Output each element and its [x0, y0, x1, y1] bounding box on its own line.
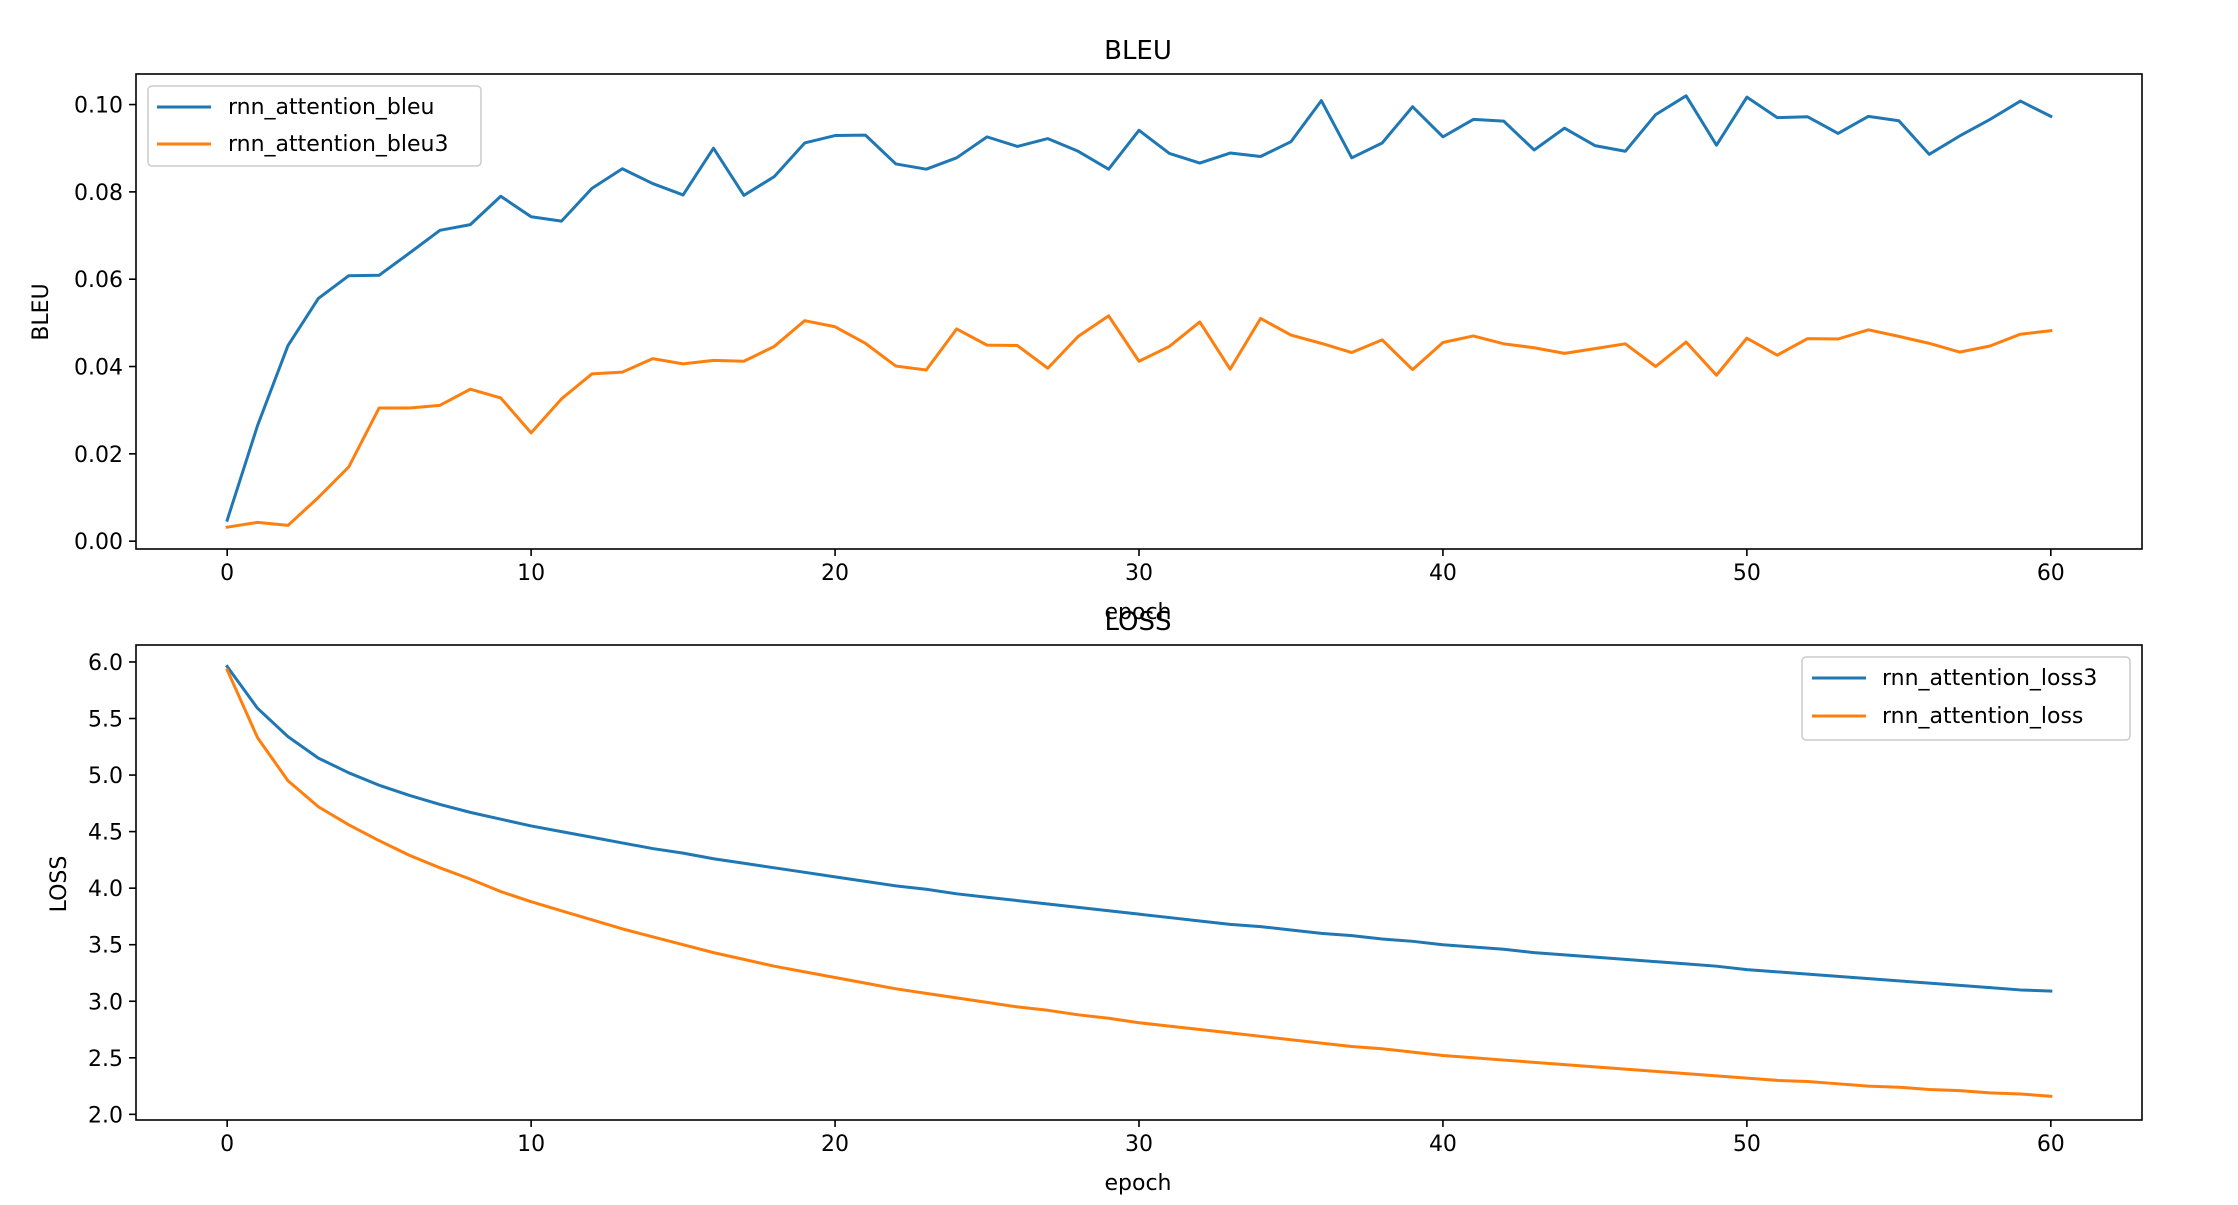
bleu-title: BLEU	[1104, 36, 1172, 66]
series-line-rnn-attention-bleu	[225, 94, 2053, 523]
series-line-rnn-attention-loss	[225, 667, 2053, 1098]
loss-y-axis-label: LOSS	[47, 856, 72, 913]
bleu-y-axis-label: BLEU	[29, 283, 54, 340]
loss-y-tick-label: 3.5	[88, 934, 123, 959]
bleu-y-tick-label: 0.08	[74, 181, 123, 206]
loss-x-tick-label: 30	[1125, 1132, 1153, 1157]
bleu-y-tick-label: 0.02	[74, 443, 123, 468]
bleu-legend: rnn_attention_bleu rnn_attention_bleu3	[147, 85, 482, 167]
loss-x-ticks: 0 10 20 30 40 50 60	[220, 1120, 2065, 1157]
legend-label-rnn-attention-loss3: rnn_attention_loss3	[1882, 666, 2097, 691]
loss-x-tick-label: 20	[821, 1132, 849, 1157]
bleu-x-tick-label: 20	[821, 561, 849, 586]
bleu-x-tick-label: 60	[2037, 561, 2065, 586]
bleu-subplot: BLEU 0 10 20 30 40 50 60 0.000.020.040.060.080…	[29, 36, 2143, 625]
bleu-x-axis-label: epoch	[1105, 600, 1172, 625]
bleu-legend-box	[147, 85, 482, 167]
bleu-x-tick-label: 0	[220, 561, 234, 586]
loss-y-tick-label: 4.5	[88, 821, 123, 846]
loss-y-tick-label: 6.0	[88, 651, 123, 676]
bleu-x-tick-label: 30	[1125, 561, 1153, 586]
bleu-x-tick-label: 40	[1429, 561, 1457, 586]
loss-y-tick-label: 5.5	[88, 708, 123, 733]
loss-y-tick-label: 4.0	[88, 877, 123, 902]
loss-x-tick-label: 60	[2037, 1132, 2065, 1157]
loss-x-axis-label: epoch	[1105, 1171, 1172, 1196]
bleu-y-ticks: 0.00 0.02 0.04 0.06 0.08 0.10	[74, 94, 136, 555]
series-line-rnn-attention-loss3	[225, 664, 2053, 993]
loss-y-ticks: 2.0 2.5 3.0 3.5 4.0 4.5 5.0 5.5 6.0	[88, 651, 136, 1128]
loss-y-tick-label: 5.0	[88, 764, 123, 789]
loss-x-tick-label: 40	[1429, 1132, 1457, 1157]
bleu-x-tick-label: 50	[1733, 561, 1761, 586]
loss-x-tick-label: 0	[220, 1132, 234, 1157]
bleu-y-tick-label: 0.10	[74, 94, 123, 119]
loss-x-tick-label: 50	[1733, 1132, 1761, 1157]
bleu-x-tick-label: 10	[517, 561, 545, 586]
loss-title: LOSS	[1104, 607, 1171, 637]
bleu-x-ticks: 0 10 20 30 40 50 60	[220, 549, 2065, 586]
legend-label-rnn-attention-loss: rnn_attention_loss	[1882, 704, 2083, 729]
bleu-y-tick-label: 0.04	[74, 356, 123, 381]
loss-y-tick-label: 2.0	[88, 1103, 123, 1128]
loss-series	[225, 664, 2053, 1098]
bleu-series	[225, 94, 2053, 529]
loss-legend-box	[1801, 656, 2131, 741]
loss-y-tick-label: 3.0	[88, 990, 123, 1015]
loss-x-tick-label: 10	[517, 1132, 545, 1157]
bleu-y-tick-label: 0.06	[74, 268, 123, 293]
loss-legend: rnn_attention_loss3 rnn_attention_loss	[1801, 656, 2131, 741]
loss-y-tick-label: 2.5	[88, 1047, 123, 1072]
series-line-rnn-attention-bleu3	[225, 314, 2053, 529]
bleu-y-tick-label: 0.00	[74, 530, 123, 555]
legend-label-rnn-attention-bleu: rnn_attention_bleu	[228, 95, 434, 120]
loss-subplot: LOSS 0 10 20 30 40 50 60 2.0 2.5 3.0 3.5 4.0 4.5 5.0…	[47, 607, 2143, 1196]
legend-label-rnn-attention-bleu3: rnn_attention_bleu3	[228, 132, 448, 157]
